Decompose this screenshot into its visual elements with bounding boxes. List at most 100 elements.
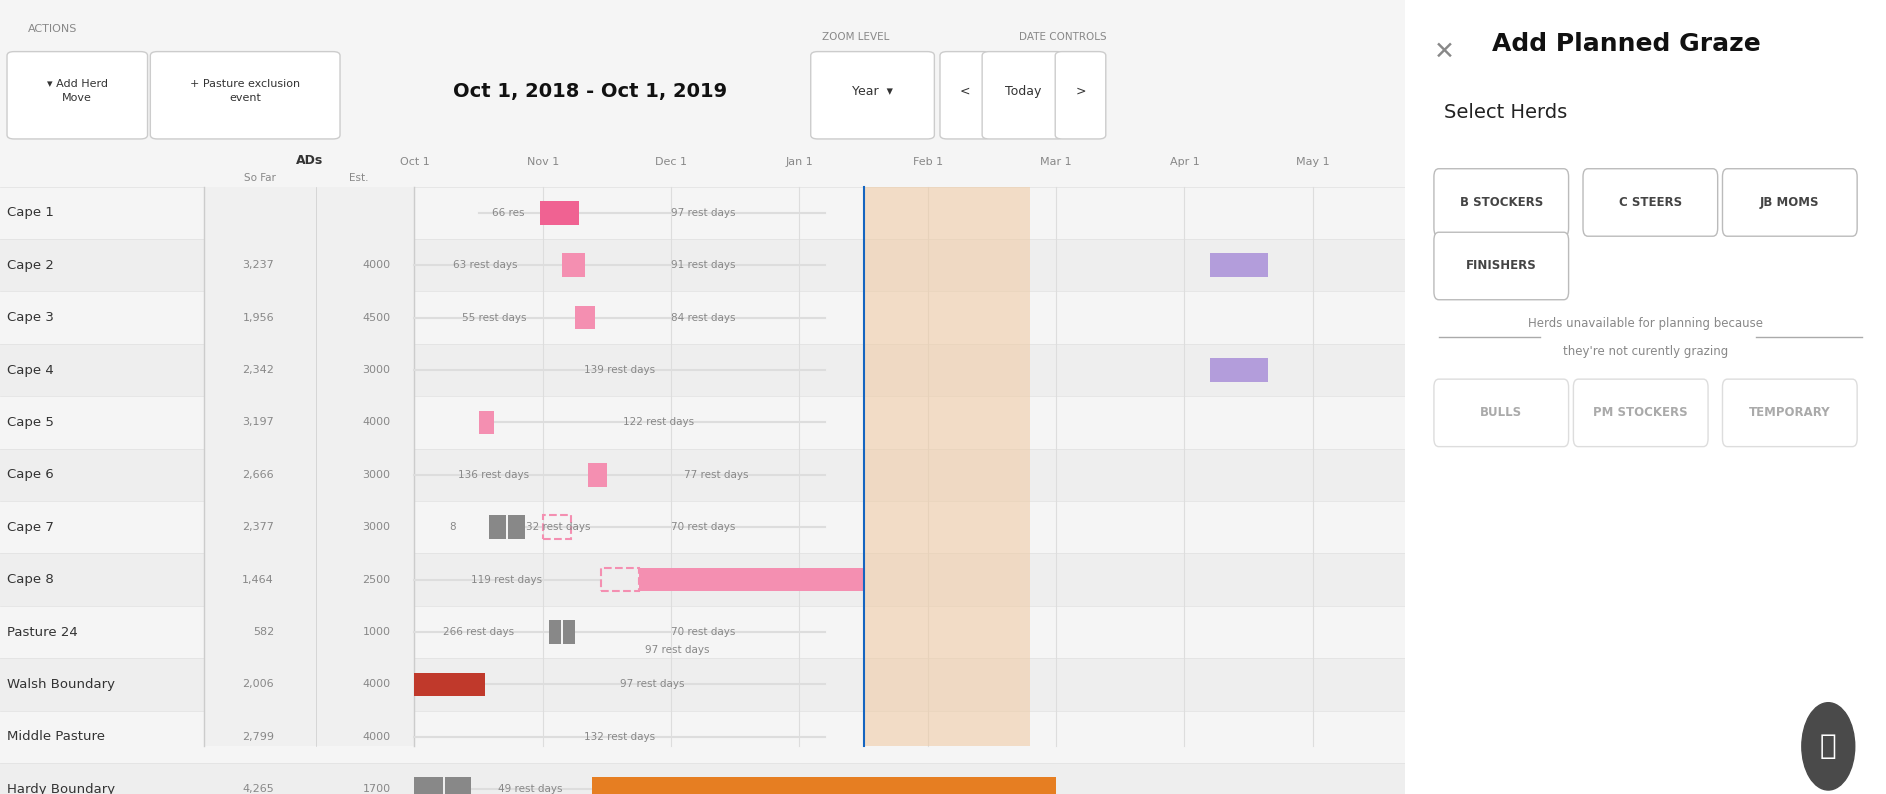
FancyBboxPatch shape xyxy=(939,52,990,139)
Text: 4000: 4000 xyxy=(362,260,390,270)
Bar xyxy=(479,410,494,434)
Text: 2500: 2500 xyxy=(362,575,390,584)
Text: 1700: 1700 xyxy=(362,784,390,794)
Bar xyxy=(204,187,415,746)
Text: 63 rest days: 63 rest days xyxy=(453,260,517,270)
Bar xyxy=(0,606,1405,658)
Text: 55 rest days: 55 rest days xyxy=(462,313,526,322)
Text: ✕: ✕ xyxy=(1433,40,1454,64)
Bar xyxy=(575,306,596,330)
Text: DATE CONTROLS: DATE CONTROLS xyxy=(1018,32,1107,42)
Text: Cape 3: Cape 3 xyxy=(8,311,55,324)
Text: Est.: Est. xyxy=(349,172,368,183)
Text: Oct 1, 2018 - Oct 1, 2019: Oct 1, 2018 - Oct 1, 2019 xyxy=(453,82,728,101)
Text: PM STOCKERS: PM STOCKERS xyxy=(1594,407,1688,419)
Text: Cape 8: Cape 8 xyxy=(8,573,55,586)
Text: 2,377: 2,377 xyxy=(241,522,273,532)
Text: 91 rest days: 91 rest days xyxy=(671,260,736,270)
Text: ▾ Add Herd
Move: ▾ Add Herd Move xyxy=(47,79,108,103)
Text: ACTIONS: ACTIONS xyxy=(28,24,77,34)
Text: C STEERS: C STEERS xyxy=(1618,196,1682,209)
Text: Cape 4: Cape 4 xyxy=(8,364,55,376)
Text: 139 rest days: 139 rest days xyxy=(585,365,656,375)
Text: 4000: 4000 xyxy=(362,732,390,742)
Text: 66 res: 66 res xyxy=(492,208,524,218)
Text: Walsh Boundary: Walsh Boundary xyxy=(8,678,115,691)
FancyBboxPatch shape xyxy=(8,52,147,139)
Text: 4000: 4000 xyxy=(362,418,390,427)
Text: 84 rest days: 84 rest days xyxy=(671,313,736,322)
FancyBboxPatch shape xyxy=(811,52,934,139)
Bar xyxy=(507,515,524,539)
Text: Oct 1: Oct 1 xyxy=(400,156,430,167)
Text: 97 rest days: 97 rest days xyxy=(671,208,736,218)
FancyBboxPatch shape xyxy=(1433,380,1569,446)
Bar xyxy=(592,777,1056,794)
Bar xyxy=(639,568,864,592)
Bar xyxy=(0,239,1405,291)
Text: + Pasture exclusion
event: + Pasture exclusion event xyxy=(190,79,300,103)
Bar xyxy=(588,463,607,487)
Text: Apr 1: Apr 1 xyxy=(1169,156,1199,167)
Text: 97 rest days: 97 rest days xyxy=(645,646,709,655)
Text: 582: 582 xyxy=(253,627,273,637)
Text: <: < xyxy=(960,85,971,98)
Text: 8: 8 xyxy=(449,522,456,532)
Text: 3000: 3000 xyxy=(362,365,390,375)
Text: Cape 6: Cape 6 xyxy=(8,468,55,481)
Text: Herds unavailable for planning because: Herds unavailable for planning because xyxy=(1528,317,1763,330)
Text: they're not curently grazing: they're not curently grazing xyxy=(1563,345,1728,358)
Bar xyxy=(564,620,575,644)
Text: 4,265: 4,265 xyxy=(241,784,273,794)
Text: Cape 5: Cape 5 xyxy=(8,416,55,429)
Text: Cape 1: Cape 1 xyxy=(8,206,55,219)
Text: 3,197: 3,197 xyxy=(241,418,273,427)
Text: 💬: 💬 xyxy=(1820,732,1837,761)
Text: 4500: 4500 xyxy=(362,313,390,322)
Text: Nov 1: Nov 1 xyxy=(526,156,558,167)
Text: Year  ▾: Year ▾ xyxy=(852,85,892,98)
FancyBboxPatch shape xyxy=(1573,380,1709,446)
FancyBboxPatch shape xyxy=(1054,52,1105,139)
Text: JB MOMS: JB MOMS xyxy=(1760,196,1820,209)
FancyBboxPatch shape xyxy=(1433,169,1569,237)
Bar xyxy=(0,449,1405,501)
Text: 122 rest days: 122 rest days xyxy=(622,418,694,427)
Bar xyxy=(0,396,1405,449)
Text: Select Herds: Select Herds xyxy=(1443,103,1567,122)
FancyBboxPatch shape xyxy=(1722,380,1858,446)
Text: 32 rest days: 32 rest days xyxy=(526,522,590,532)
Bar xyxy=(0,763,1405,794)
Text: 266 rest days: 266 rest days xyxy=(443,627,515,637)
Text: Add Planned Graze: Add Planned Graze xyxy=(1492,32,1760,56)
Bar xyxy=(0,344,1405,396)
Bar xyxy=(0,291,1405,344)
Bar xyxy=(549,620,560,644)
Bar xyxy=(0,711,1405,763)
Text: 4000: 4000 xyxy=(362,680,390,689)
Bar xyxy=(1211,358,1267,382)
Bar xyxy=(539,201,579,225)
Text: 97 rest days: 97 rest days xyxy=(620,680,685,689)
Text: FINISHERS: FINISHERS xyxy=(1465,260,1537,272)
Text: 2,342: 2,342 xyxy=(241,365,273,375)
Text: 1,464: 1,464 xyxy=(241,575,273,584)
Text: Middle Pasture: Middle Pasture xyxy=(8,730,106,743)
Text: 2,799: 2,799 xyxy=(241,732,273,742)
Text: 136 rest days: 136 rest days xyxy=(458,470,530,480)
FancyBboxPatch shape xyxy=(1582,169,1718,237)
FancyBboxPatch shape xyxy=(151,52,339,139)
Bar xyxy=(864,187,1030,746)
Text: >: > xyxy=(1075,85,1086,98)
Text: 119 rest days: 119 rest days xyxy=(472,575,543,584)
Bar xyxy=(488,515,505,539)
Text: May 1: May 1 xyxy=(1296,156,1330,167)
Bar xyxy=(1211,253,1267,277)
Bar xyxy=(0,501,1405,553)
Text: Today: Today xyxy=(1005,85,1041,98)
Bar xyxy=(0,658,1405,711)
Text: BULLS: BULLS xyxy=(1481,407,1522,419)
Bar xyxy=(445,777,472,794)
Text: Pasture 24: Pasture 24 xyxy=(8,626,77,638)
Text: Cape 2: Cape 2 xyxy=(8,259,55,272)
